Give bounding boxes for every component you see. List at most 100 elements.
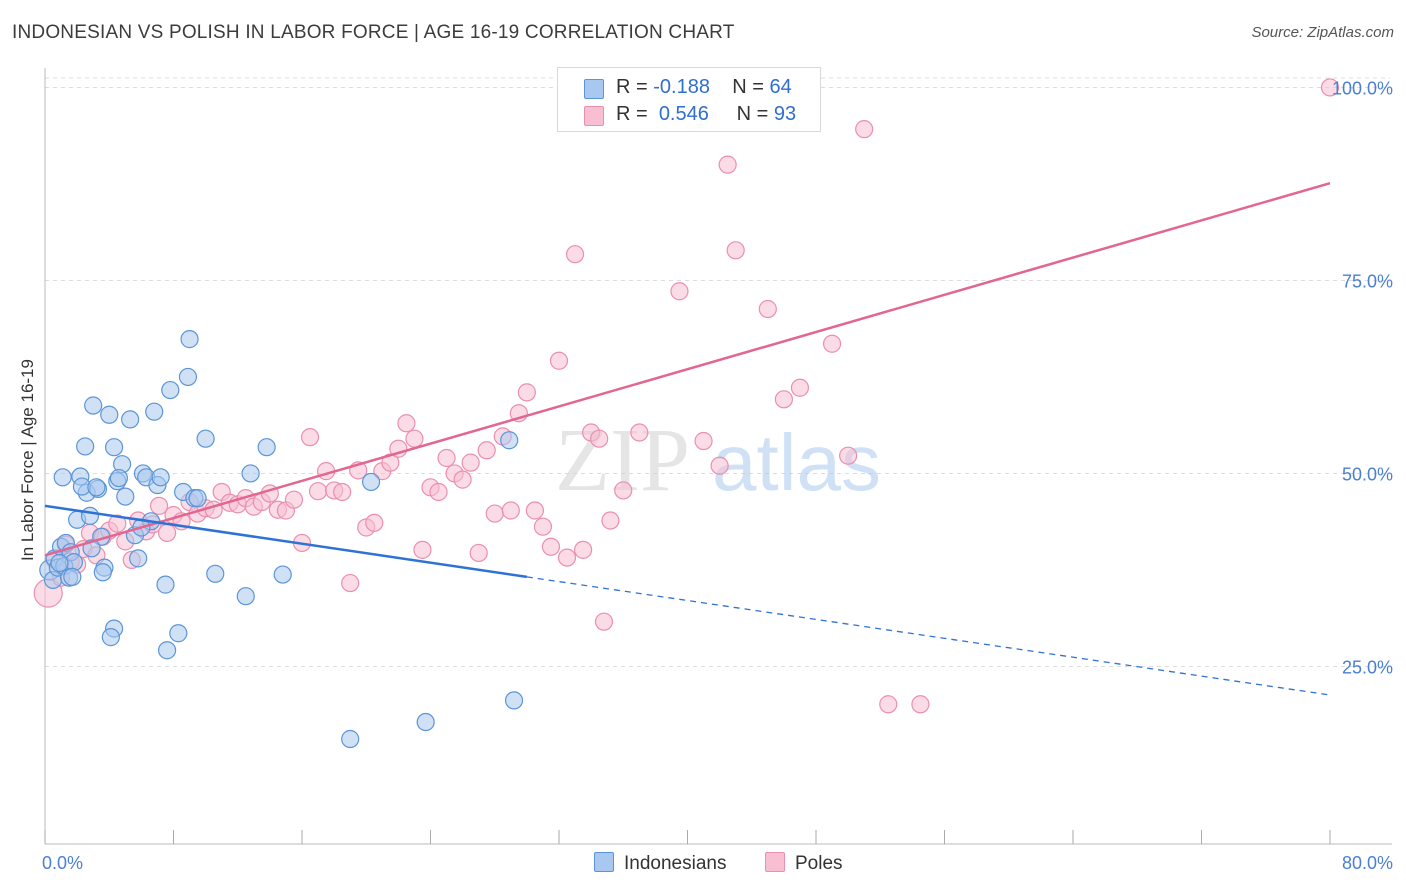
- poles-point: [758, 299, 777, 319]
- poles-point: [397, 414, 416, 433]
- indonesians-point: [161, 380, 180, 400]
- poles-point: [485, 504, 504, 523]
- indonesians-points: [39, 330, 524, 749]
- legend-label-poles: Poles: [795, 853, 843, 874]
- poles-point: [822, 334, 842, 353]
- poles-points: [33, 78, 1340, 714]
- poles-point: [429, 482, 448, 502]
- indonesians-point: [84, 396, 103, 415]
- poles-point: [413, 540, 432, 559]
- poles-point: [670, 282, 689, 301]
- indonesians-trend-line: [44, 504, 528, 579]
- watermark-atlas: atlas: [712, 418, 881, 507]
- legend-n-value: 93: [773, 103, 797, 125]
- y-tick-label: 50.0%: [1342, 464, 1393, 484]
- indonesians-point: [504, 691, 524, 710]
- poles-point: [839, 446, 858, 465]
- indonesians-point: [416, 712, 435, 732]
- legend-label-indonesians: Indonesians: [624, 853, 727, 874]
- poles-point: [710, 456, 729, 475]
- x-tick-label: 0.0%: [42, 853, 83, 873]
- poles-point: [108, 514, 127, 533]
- indonesians-point: [500, 431, 519, 450]
- poles-point: [911, 695, 930, 714]
- source-label: Source: ZipAtlas.com: [1251, 24, 1394, 41]
- poles-point: [437, 448, 456, 468]
- indonesians-point: [100, 405, 119, 424]
- indonesians-point: [236, 587, 255, 606]
- chart-title: INDONESIAN VS POLISH IN LABOR FORCE | AG…: [12, 22, 735, 43]
- indonesians-point: [121, 410, 140, 429]
- poles-point: [333, 482, 352, 502]
- legend-item-poles: Poles: [765, 852, 843, 875]
- indonesians-point: [169, 624, 188, 643]
- indonesians-point: [273, 565, 292, 584]
- poles-point: [601, 511, 620, 530]
- poles-point: [341, 573, 360, 593]
- indonesians-point: [76, 437, 95, 456]
- stats-legend: R = -0.188 N = 64 R = 0.546 N = 93: [557, 67, 821, 132]
- indonesians-point: [151, 468, 170, 487]
- indonesians-point: [180, 330, 199, 349]
- indonesians-point: [101, 628, 120, 647]
- y-axis-label: In Labor Force | Age 16-19: [18, 359, 37, 561]
- poles-point: [630, 423, 649, 442]
- y-tick-label: 75.0%: [1342, 271, 1393, 291]
- axes: [44, 68, 1392, 845]
- legend-n-value: 64: [769, 76, 792, 98]
- indonesians-point: [50, 553, 69, 573]
- indonesians-point: [63, 567, 82, 586]
- y-tick-label: 25.0%: [1342, 657, 1393, 677]
- indonesians-trend-extension: [526, 576, 1331, 696]
- poles-point: [453, 470, 472, 489]
- poles-point: [790, 378, 810, 397]
- poles-point: [1320, 78, 1340, 97]
- poles-point: [300, 428, 320, 447]
- poles-trend-line: [44, 181, 1331, 557]
- poles-point: [157, 523, 177, 542]
- indonesians-point: [80, 506, 100, 526]
- legend-swatch-indonesians: [584, 79, 604, 99]
- poles-point: [469, 543, 488, 563]
- indonesians-point: [129, 549, 148, 568]
- poles-point: [517, 383, 536, 402]
- indonesians-point: [156, 575, 175, 594]
- indonesians-point: [109, 468, 128, 488]
- grid-lines: [45, 77, 1390, 667]
- poles-point: [284, 490, 304, 509]
- poles-point: [614, 481, 633, 500]
- poles-point: [726, 241, 745, 260]
- poles-point: [149, 496, 169, 515]
- indonesians-point: [157, 641, 177, 660]
- poles-point: [308, 482, 328, 501]
- legend-swatch-poles: [584, 106, 604, 126]
- indonesians-point: [53, 468, 72, 487]
- tick-labels: 25.0% 50.0% 75.0% 100.0% 0.0% 80.0%: [42, 78, 1393, 873]
- legend-item-indonesians: Indonesians: [594, 852, 726, 875]
- poles-point: [590, 429, 609, 448]
- indonesians-point: [361, 472, 381, 492]
- y-tick-label: 100.0%: [1332, 78, 1393, 98]
- poles-point: [525, 501, 545, 520]
- poles-point: [533, 517, 553, 536]
- poles-point: [461, 453, 480, 472]
- legend-r-label: R =: [616, 103, 648, 125]
- poles-point: [501, 501, 520, 520]
- poles-point: [879, 695, 898, 714]
- poles-point: [557, 548, 577, 567]
- indonesians-point: [178, 367, 198, 387]
- indonesians-point: [93, 563, 112, 582]
- indonesians-point: [145, 402, 164, 421]
- indonesians-point: [188, 489, 207, 508]
- indonesians-point: [206, 564, 225, 583]
- poles-point: [694, 431, 713, 451]
- legend-swatch-poles: [765, 852, 785, 872]
- legend-n-label: N =: [732, 76, 764, 98]
- indonesians-point: [116, 487, 135, 506]
- indonesians-point: [87, 478, 106, 497]
- trend-lines: [44, 181, 1331, 696]
- legend-n-label: N =: [736, 103, 769, 125]
- poles-point: [477, 441, 496, 460]
- poles-point: [541, 537, 561, 556]
